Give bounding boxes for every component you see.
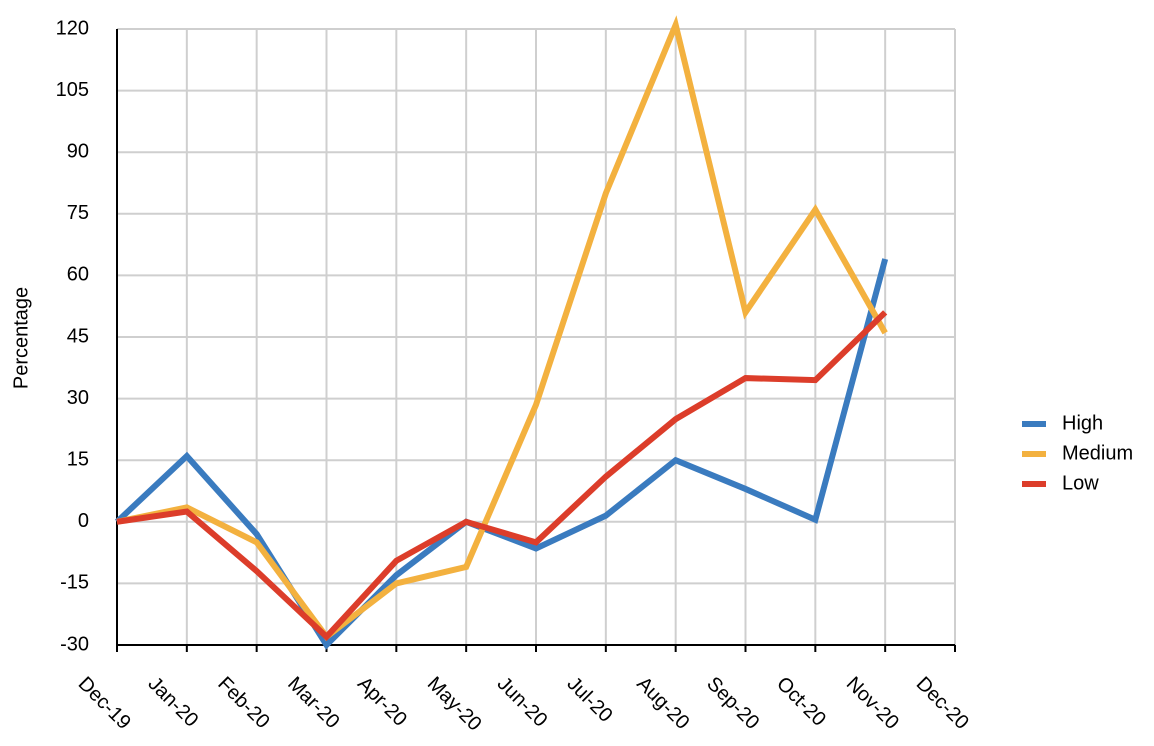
x-tick-label: May-20 (423, 673, 486, 736)
y-tick-label: 0 (78, 510, 89, 532)
series-line (116, 310, 888, 642)
x-tick-label: Aug-20 (632, 673, 693, 734)
y-tick-label: 15 (67, 448, 89, 470)
y-tick-label: 105 (56, 79, 89, 101)
x-tick-label: Nov-20 (842, 673, 903, 734)
legend-label: Medium (1062, 442, 1133, 464)
y-tick-label: 90 (67, 140, 89, 162)
x-tick-label: Jun-20 (493, 673, 552, 732)
x-tick-label: Jul-20 (563, 673, 617, 727)
x-tick-label: Mar-20 (283, 673, 343, 733)
legend-label: High (1062, 412, 1103, 434)
x-tick-label: Oct-20 (772, 673, 830, 731)
y-tick-label: 60 (67, 264, 89, 286)
y-tick-label: 45 (67, 325, 89, 347)
x-tick-label: Apr-20 (353, 673, 411, 731)
x-tick-label: Dec-20 (912, 673, 973, 734)
y-tick-label: 30 (67, 387, 89, 409)
y-tick-label: 120 (56, 17, 89, 39)
x-tick-label: Jan-20 (144, 673, 203, 732)
series-line (114, 258, 889, 650)
series-line (116, 15, 888, 642)
y-tick-label: -30 (60, 633, 89, 655)
x-tick-label: Sep-20 (702, 673, 763, 734)
x-tick-label: Dec-19 (74, 673, 135, 734)
y-tick-label: 75 (67, 202, 89, 224)
legend-label: Low (1062, 472, 1099, 494)
y-tick-label: -15 (60, 572, 89, 594)
x-tick-label: Feb-20 (213, 673, 273, 733)
y-axis-label: Percentage (10, 287, 32, 389)
